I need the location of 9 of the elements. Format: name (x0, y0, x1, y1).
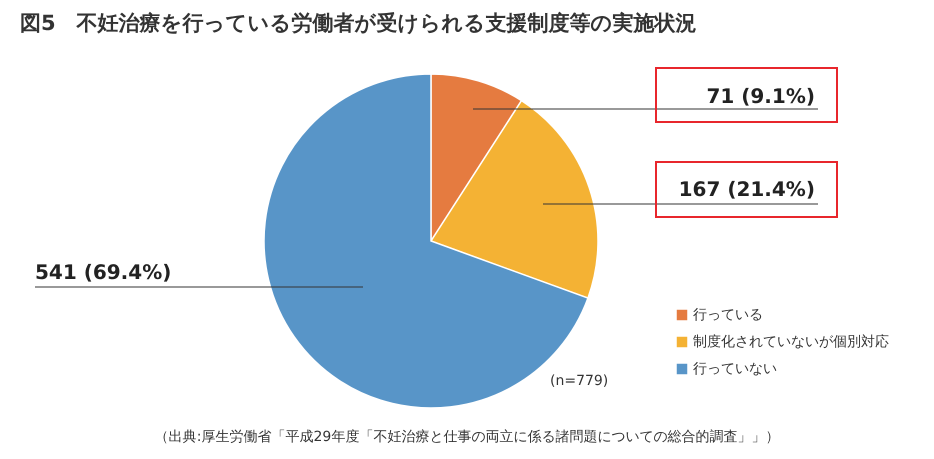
legend-label: 行っていない (693, 361, 777, 377)
legend-label: 制度化されていないが個別対応 (693, 334, 889, 350)
legend-label: 行っている (693, 307, 763, 323)
data-label: 541 (69.4%) (35, 260, 172, 284)
data-label: 71 (9.1%) (706, 84, 815, 108)
chart-title: 図5 不妊治療を行っている労働者が受けられる支援制度等の実施状況 (20, 11, 697, 35)
text: (n=779) (550, 373, 608, 389)
text: （出典:厚生労働省「平成29年度「不妊治療と仕事の両立に係る諸問題についての総合的調査」」） (154, 429, 780, 445)
data-label: 167 (21.4%) (678, 177, 815, 201)
